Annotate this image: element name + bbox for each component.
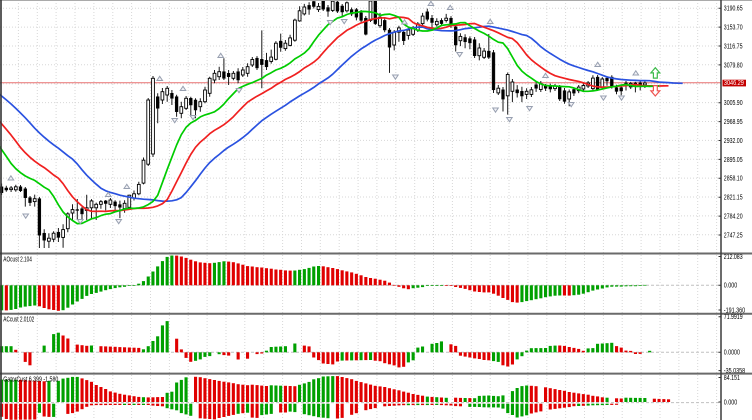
svg-text:212.083: 212.083 <box>724 254 743 261</box>
svg-text:2932.00: 2932.00 <box>724 138 743 145</box>
svg-text:2968.95: 2968.95 <box>724 119 743 126</box>
svg-text:2747.25: 2747.25 <box>724 232 743 239</box>
svg-text:AOcust 2.104: AOcust 2.104 <box>3 256 32 263</box>
svg-text:0.000: 0.000 <box>724 399 737 406</box>
svg-text:3116.75: 3116.75 <box>724 43 743 50</box>
svg-text:3046.29: 3046.29 <box>724 80 744 87</box>
svg-text:2821.15: 2821.15 <box>724 195 743 202</box>
svg-text:3190.65: 3190.65 <box>724 6 743 13</box>
svg-text:2858.10: 2858.10 <box>724 176 743 183</box>
svg-text:0.000: 0.000 <box>724 283 737 290</box>
svg-text:-191.360: -191.360 <box>724 307 745 314</box>
svg-text:3153.70: 3153.70 <box>724 25 743 32</box>
svg-text:0.0000: 0.0000 <box>724 350 740 357</box>
svg-text:3079.80: 3079.80 <box>724 62 743 69</box>
svg-text:GatorCust 6.399 -1.580: GatorCust 6.399 -1.580 <box>3 376 58 383</box>
svg-text:2895.05: 2895.05 <box>724 157 743 164</box>
svg-text:-35.0358: -35.0358 <box>724 368 745 375</box>
svg-text:ACcust 2.0102: ACcust 2.0102 <box>3 317 34 324</box>
svg-text:3005.90: 3005.90 <box>724 100 743 107</box>
svg-text:2784.20: 2784.20 <box>724 214 743 221</box>
svg-text:71.9919: 71.9919 <box>724 314 743 321</box>
svg-text:84.151: 84.151 <box>724 375 740 382</box>
